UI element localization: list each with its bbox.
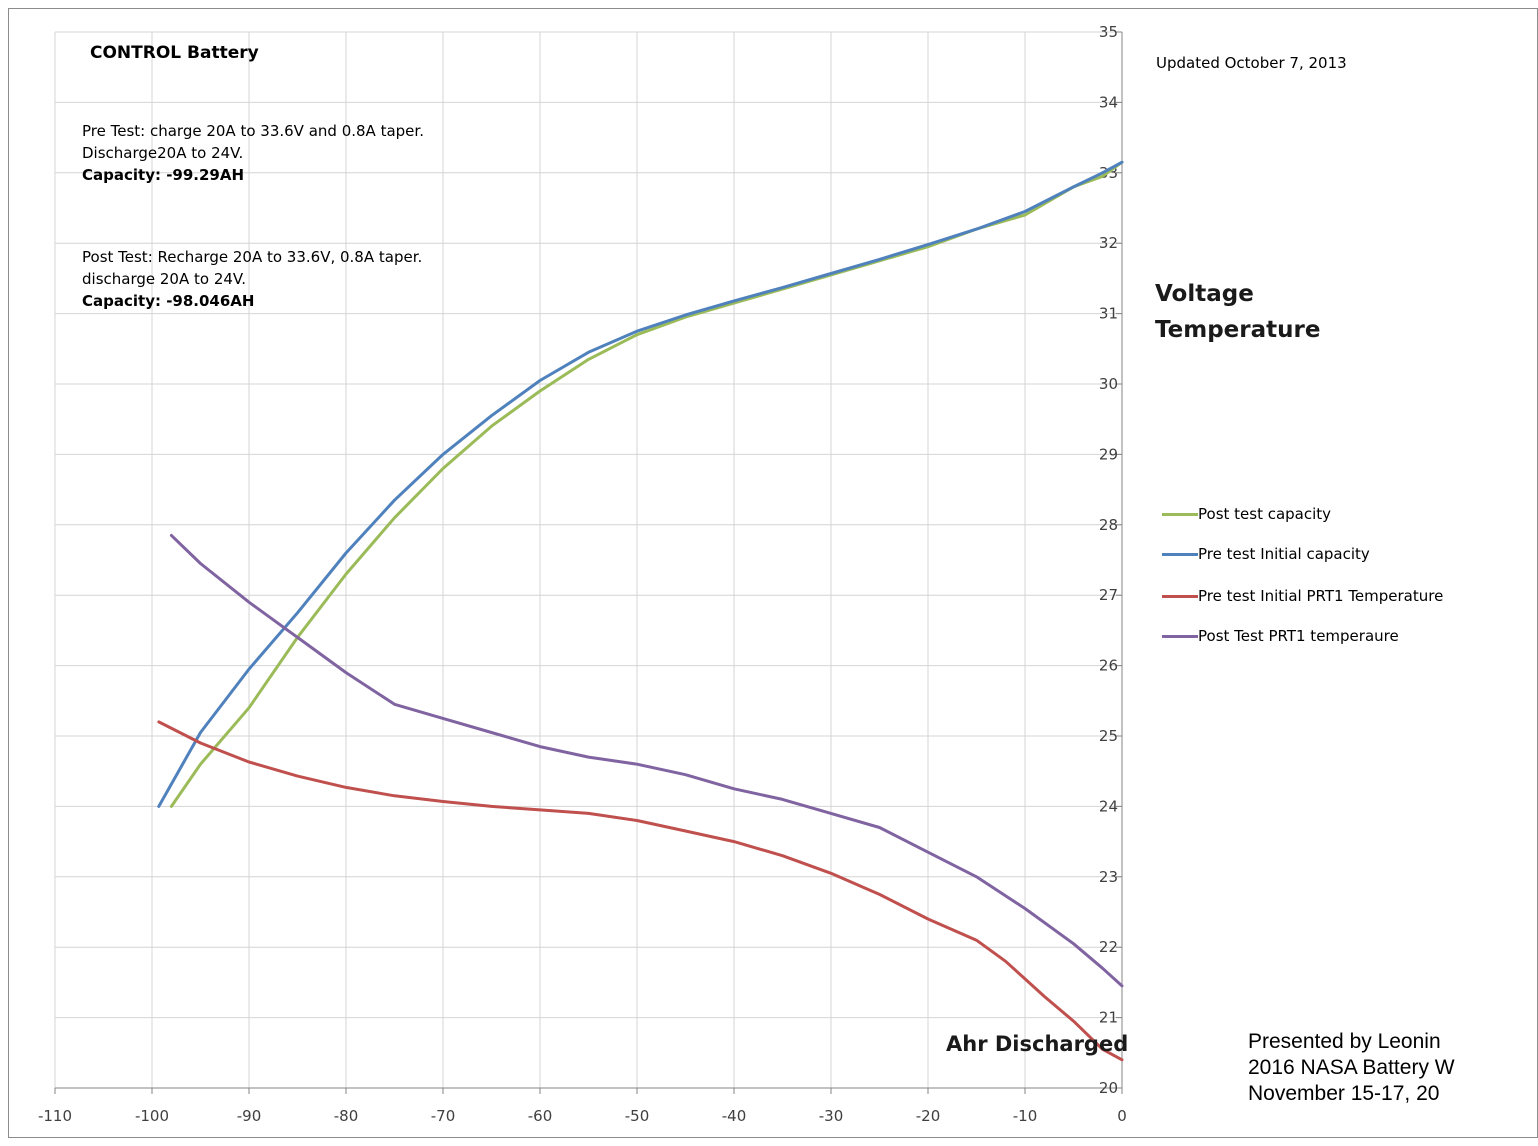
- post-test-line1: Post Test: Recharge 20A to 33.6V, 0.8A t…: [82, 248, 423, 266]
- vertical-gridlines: [54, 32, 1026, 1088]
- x-tick-label: -40: [722, 1107, 747, 1125]
- y-tick-label: 28: [1099, 516, 1118, 534]
- updated-date: Updated October 7, 2013: [1156, 54, 1347, 72]
- x-tick-label: -10: [1013, 1107, 1038, 1125]
- workshop-line: 2016 NASA Battery W: [1248, 1056, 1455, 1079]
- legend-swatch: [1162, 594, 1198, 598]
- y-tick-label: 25: [1099, 727, 1118, 745]
- x-tick-label: -110: [38, 1107, 72, 1125]
- y-tick-label: 23: [1099, 868, 1118, 886]
- x-tick-label: -30: [819, 1107, 844, 1125]
- legend-swatch: [1162, 512, 1198, 516]
- y-tick-label: 24: [1099, 797, 1118, 815]
- post-test-line2: discharge 20A to 24V.: [82, 270, 246, 288]
- date-line: November 15-17, 20: [1248, 1082, 1440, 1105]
- series-lines: [157, 160, 1124, 1062]
- post-test-capacity: Capacity: -98.046AH: [82, 292, 255, 310]
- legend-item-pre-test-capacity: Pre test Initial capacity: [1162, 544, 1370, 564]
- legend-label: Post Test PRT1 temperaure: [1198, 627, 1399, 645]
- pre-test-capacity: Capacity: -99.29AH: [82, 166, 245, 184]
- series-line-0: [169, 160, 1124, 808]
- legend-swatch: [1162, 634, 1198, 638]
- horizontal-gridlines: [55, 31, 1122, 1089]
- y-tick-label: 27: [1099, 586, 1118, 604]
- legend-label: Post test capacity: [1198, 505, 1332, 523]
- y-tick-label: 30: [1099, 375, 1118, 393]
- series-line-1: [157, 160, 1124, 808]
- y-tick-label: 22: [1099, 938, 1118, 956]
- x-tick-label: -50: [625, 1107, 650, 1125]
- x-tick-label: -20: [916, 1107, 941, 1125]
- y-tick-label: 26: [1099, 657, 1118, 675]
- x-tick-label: -90: [237, 1107, 262, 1125]
- y-tick-label: 29: [1099, 445, 1118, 463]
- series-line-3: [169, 533, 1124, 988]
- series-line-2: [157, 720, 1124, 1062]
- chart-title: CONTROL Battery: [90, 43, 259, 63]
- x-tick-label: -80: [334, 1107, 359, 1125]
- legend-label: Pre test Initial PRT1 Temperature: [1198, 587, 1444, 605]
- y-tick-label: 35: [1099, 23, 1118, 41]
- x-tick-label: -60: [528, 1107, 553, 1125]
- x-tick-label: -100: [135, 1107, 169, 1125]
- y-axis-label-temperature: Temperature: [1155, 317, 1321, 343]
- x-tick-labels: -110 -100 -90 -80 -70 -60 -50 -40 -30 -20 -10 0: [38, 1107, 1127, 1125]
- x-tick-label: -70: [431, 1107, 456, 1125]
- legend-swatch: [1162, 552, 1198, 556]
- x-tick-label: 0: [1117, 1107, 1127, 1125]
- y-tick-label: 32: [1099, 234, 1118, 252]
- legend-item-post-test-temperature: Post Test PRT1 temperaure: [1162, 626, 1399, 646]
- y-tick-label: 31: [1099, 305, 1118, 323]
- y-tick-label: 34: [1099, 93, 1118, 111]
- axes: [54, 31, 1123, 1094]
- legend-item-post-test-capacity: Post test capacity: [1162, 504, 1331, 524]
- y-tick-label: 20: [1099, 1079, 1118, 1097]
- presenter-line: Presented by Leonin: [1248, 1030, 1441, 1053]
- pre-test-line1: Pre Test: charge 20A to 33.6V and 0.8A t…: [82, 122, 424, 140]
- pre-test-line2: Discharge20A to 24V.: [82, 144, 244, 162]
- legend-item-pre-test-temperature: Pre test Initial PRT1 Temperature: [1162, 586, 1443, 606]
- y-tick-label: 21: [1099, 1009, 1118, 1027]
- x-axis-label: Ahr Discharged: [946, 1032, 1129, 1056]
- y-axis-label-voltage: Voltage: [1155, 281, 1254, 307]
- legend-label: Pre test Initial capacity: [1198, 545, 1370, 563]
